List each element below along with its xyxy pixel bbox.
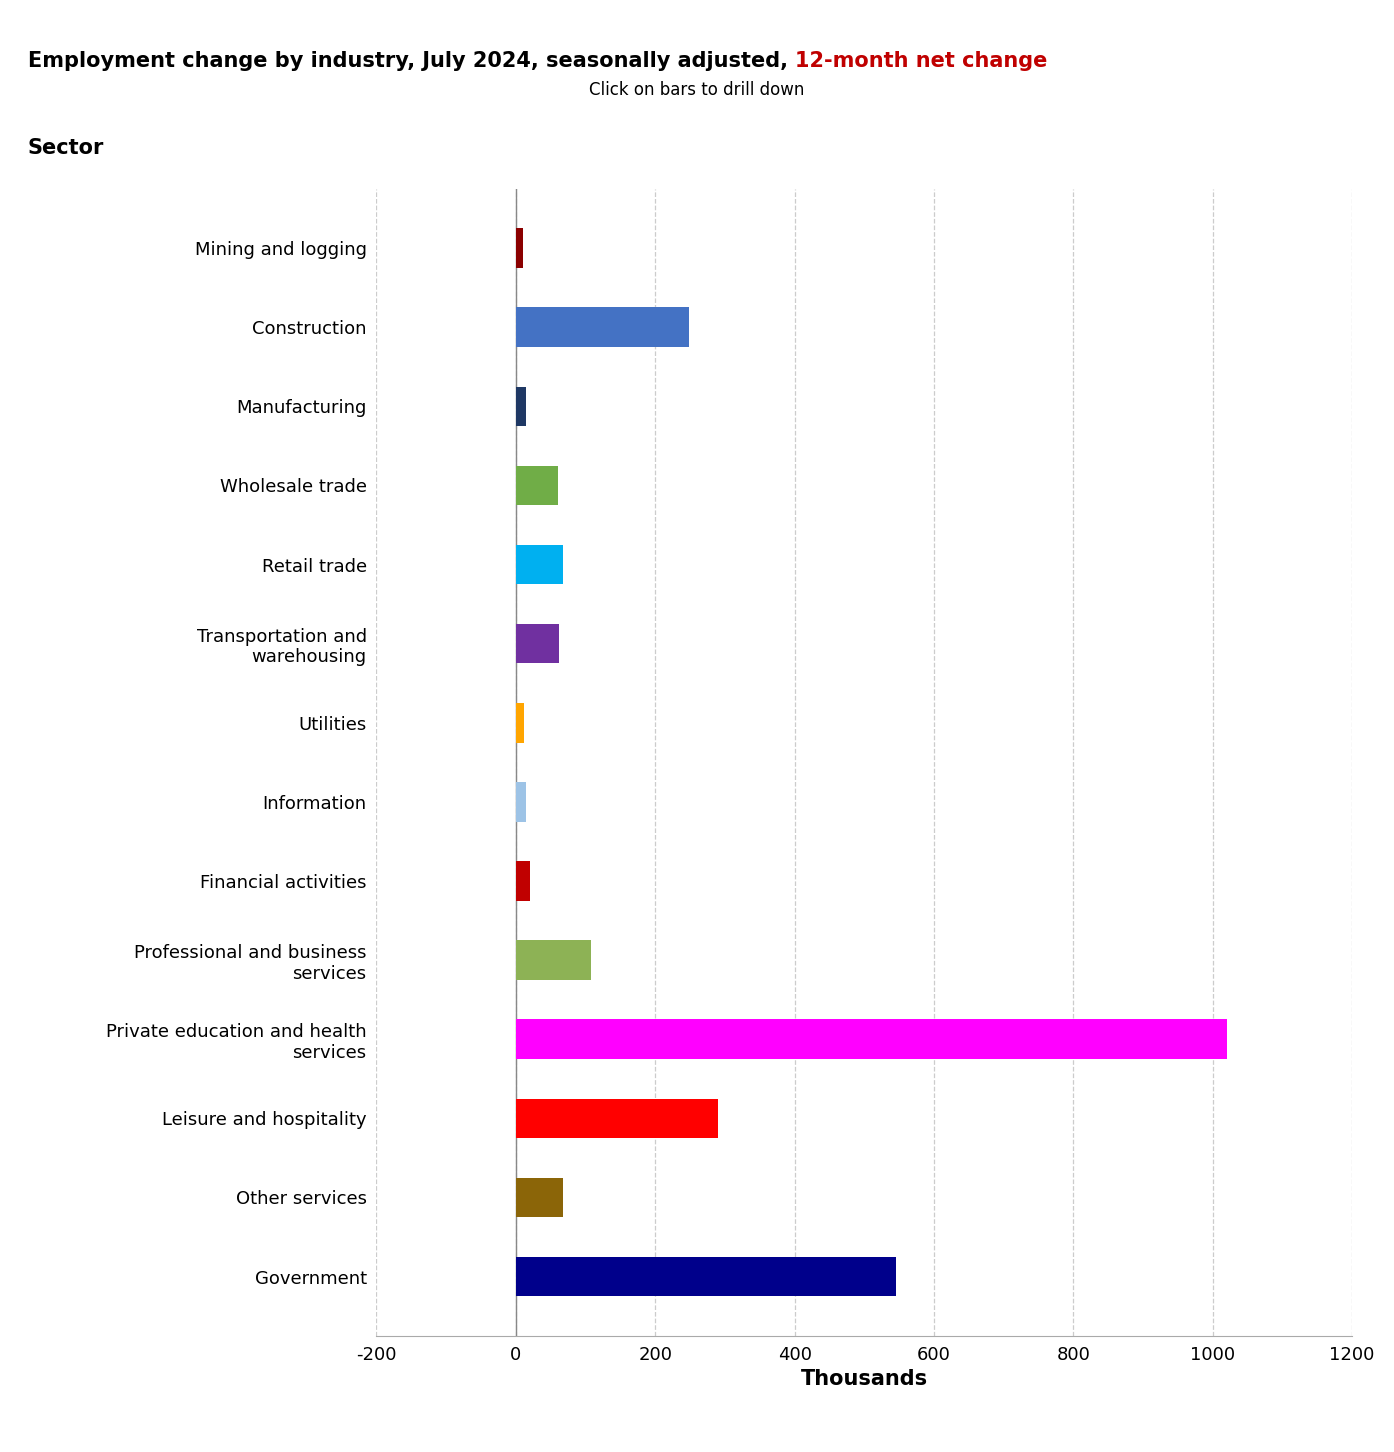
X-axis label: Thousands: Thousands (800, 1369, 928, 1390)
Text: Click on bars to drill down: Click on bars to drill down (590, 81, 804, 99)
Bar (516, 861, 530, 900)
Bar (516, 941, 591, 980)
Bar (516, 308, 689, 347)
Text: Employment change by industry, July 2024, seasonally adjusted,: Employment change by industry, July 2024… (28, 51, 795, 71)
Bar (516, 783, 527, 822)
Bar (516, 1257, 896, 1297)
Text: 12-month net change: 12-month net change (795, 51, 1047, 71)
Bar (516, 228, 523, 267)
Bar (516, 544, 563, 584)
Bar (516, 624, 559, 664)
Bar (516, 1099, 718, 1138)
Bar (516, 386, 527, 425)
Bar (516, 466, 558, 505)
Text: Sector: Sector (28, 138, 105, 158)
Bar (516, 1019, 1227, 1059)
Bar (516, 1178, 563, 1217)
Bar (516, 703, 524, 742)
